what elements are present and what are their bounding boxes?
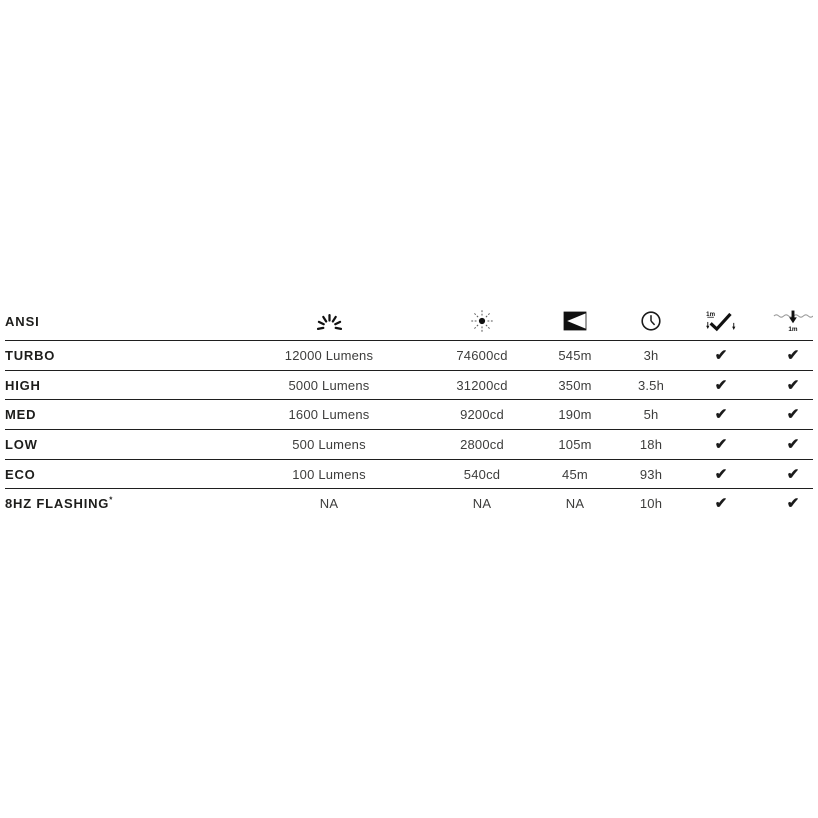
impact-depth-label: 1m	[706, 311, 715, 318]
mode-label: LOW	[5, 436, 38, 452]
mode-label: 8HZ FLASHING*	[5, 495, 114, 512]
candela-value: 31200cd	[456, 377, 508, 393]
runtime-value: 18h	[639, 436, 663, 452]
table-header-row: ANSI	[5, 302, 813, 340]
beam-distance-value: 190m	[558, 407, 592, 423]
lumens-value: 100 Lumens	[292, 466, 366, 482]
candela-value: 9200cd	[460, 407, 504, 423]
impact-check-icon: ✔	[714, 465, 728, 483]
ansi-spec-table: ANSI	[5, 302, 813, 518]
submersible-check-icon: ✔	[786, 495, 800, 513]
table-row-med: MED 1600 Lumens 9200cd 190m 5h ✔ ✔	[5, 399, 813, 429]
submersible-depth-icon: 1m	[773, 310, 813, 333]
lumens-value: NA	[319, 496, 339, 512]
table-row-turbo: TURBO 12000 Lumens 74600cd 545m 3h ✔ ✔	[5, 340, 813, 370]
submersible-check-icon: ✔	[786, 376, 800, 394]
candela-value: 74600cd	[456, 347, 508, 363]
candela-value: 540cd	[463, 466, 501, 482]
beam-distance-value: NA	[565, 496, 585, 512]
candela-point-source-icon	[470, 309, 494, 333]
runtime-value: 93h	[639, 466, 663, 482]
lumens-value: 12000 Lumens	[284, 347, 374, 363]
mode-label: ECO	[5, 466, 36, 482]
ansi-header-label: ANSI	[5, 313, 40, 329]
lumens-burst-icon	[316, 314, 342, 330]
table-row-high: HIGH 5000 Lumens 31200cd 350m 3.5h ✔ ✔	[5, 369, 813, 400]
lumens-value: 5000 Lumens	[288, 377, 370, 393]
footnote-marker: *	[109, 495, 114, 505]
mode-label: HIGH	[5, 377, 41, 393]
impact-resistance-check-icon: 1m	[706, 311, 736, 332]
mode-label: MED	[5, 407, 37, 423]
lumens-value: 500 Lumens	[292, 436, 366, 452]
table-row-low: LOW 500 Lumens 2800cd 105m 18h ✔ ✔	[5, 429, 813, 459]
runtime-value: 3.5h	[637, 377, 665, 393]
runtime-clock-icon	[641, 311, 661, 331]
mode-label: TURBO	[5, 347, 56, 363]
impact-check-icon: ✔	[714, 376, 728, 394]
impact-check-icon: ✔	[714, 435, 728, 453]
table-row-eco: ECO 100 Lumens 540cd 45m 93h ✔ ✔	[5, 458, 813, 489]
beam-distance-value: 45m	[562, 466, 588, 482]
impact-check-icon: ✔	[714, 495, 728, 513]
beam-distance-value: 545m	[558, 347, 592, 363]
lumens-value: 1600 Lumens	[288, 407, 370, 423]
submersible-depth-label: 1m	[788, 326, 798, 333]
runtime-value: 3h	[643, 347, 659, 363]
submersible-check-icon: ✔	[786, 346, 800, 364]
submersible-check-icon: ✔	[786, 435, 800, 453]
runtime-value: 5h	[643, 407, 659, 423]
beam-distance-value: 105m	[558, 436, 592, 452]
submersible-check-icon: ✔	[786, 465, 800, 483]
candela-value: NA	[472, 496, 492, 512]
submersible-check-icon: ✔	[786, 406, 800, 424]
beam-distance-icon	[563, 311, 587, 331]
impact-check-icon: ✔	[714, 406, 728, 424]
impact-check-icon: ✔	[714, 346, 728, 364]
table-row-8hz-flashing: 8HZ FLASHING* NA NA NA 10h ✔ ✔	[5, 488, 813, 518]
beam-distance-value: 350m	[558, 377, 592, 393]
candela-value: 2800cd	[460, 436, 504, 452]
runtime-value: 10h	[639, 496, 663, 512]
